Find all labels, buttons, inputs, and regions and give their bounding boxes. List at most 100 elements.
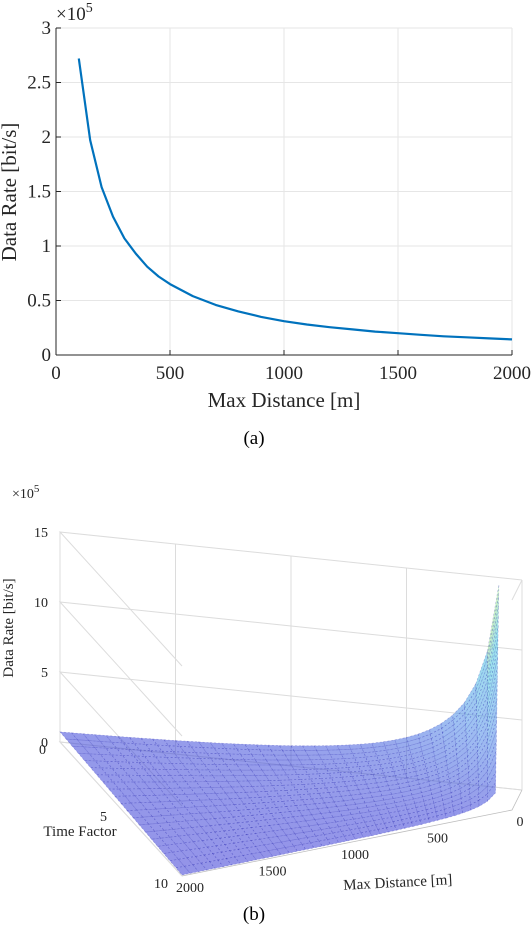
surface-patch <box>144 794 162 803</box>
surface-patch <box>486 740 497 772</box>
surface-patch <box>231 786 247 794</box>
surface-patch <box>459 777 470 790</box>
surface-patch <box>142 816 159 825</box>
surface-patch <box>155 808 173 817</box>
surface-patch <box>282 800 297 807</box>
surface-patch <box>416 809 428 817</box>
surface-patch <box>459 782 470 794</box>
surface-patch <box>377 758 392 765</box>
surface-patch <box>326 837 340 845</box>
surface-patch <box>229 848 244 858</box>
surface-patch <box>278 795 294 802</box>
surface-patch <box>302 745 318 751</box>
x-tick-label-3d: 500 <box>427 832 448 847</box>
surface-patch <box>468 762 479 779</box>
surface-patch <box>486 761 497 788</box>
surface-patch <box>255 844 270 853</box>
surface-patch <box>180 849 197 859</box>
surface-patch <box>282 784 297 791</box>
surface-patch <box>465 707 477 731</box>
surface-patch <box>384 743 398 751</box>
surface-patch <box>121 755 140 763</box>
surface-patch <box>190 812 206 821</box>
surface-patch <box>264 818 280 826</box>
surface-patch <box>285 805 300 812</box>
surface-patch <box>279 811 294 819</box>
surface-patch <box>486 730 497 764</box>
surface-patch <box>386 747 400 755</box>
surface-patch <box>416 772 429 781</box>
surface-patch <box>88 753 107 762</box>
surface-patch <box>384 775 398 782</box>
surface-patch <box>476 711 488 740</box>
surface-patch <box>355 821 368 829</box>
surface-patch <box>110 754 129 763</box>
surface-patch <box>133 743 152 751</box>
surface-patch <box>94 760 113 769</box>
surface-patch <box>444 810 455 819</box>
surface-patch <box>274 817 289 825</box>
surface-patch <box>410 750 424 760</box>
surface-patch <box>373 745 387 753</box>
surface-patch <box>204 818 220 827</box>
surface-patch <box>254 759 271 766</box>
surface-patch <box>132 816 150 826</box>
surface-mesh <box>59 584 500 876</box>
surface-patch <box>486 647 499 704</box>
surface-patch <box>447 763 459 775</box>
surface-patch <box>408 742 422 751</box>
surface-patch <box>99 741 118 750</box>
surface-patch <box>259 796 274 804</box>
surface-patch <box>184 806 201 815</box>
surface-patch <box>486 626 499 689</box>
surface-patch <box>421 789 433 798</box>
x-tick-label-3d: 0 <box>517 815 524 830</box>
surface-patch <box>330 776 345 783</box>
surface-patch <box>457 755 469 770</box>
surface-patch <box>189 787 207 795</box>
surface-patch <box>215 792 231 800</box>
surface-patch <box>233 841 248 850</box>
surface-patch <box>435 760 448 770</box>
surface-patch <box>148 823 165 832</box>
surface-patch <box>324 801 338 808</box>
surface-patch <box>434 750 447 762</box>
surface-patch <box>449 778 460 789</box>
z-tick-label: 0 <box>41 736 48 751</box>
surface-patch <box>298 793 313 801</box>
surface-patch <box>486 720 497 757</box>
y-tick-label: 2 <box>42 127 52 148</box>
surface-patch <box>183 864 200 874</box>
surface-patch <box>100 767 119 776</box>
surface-patch <box>154 768 172 776</box>
surface-patch <box>458 766 469 780</box>
surface-patch <box>468 768 479 784</box>
surface-patch <box>296 820 310 828</box>
surface-patch <box>294 832 308 840</box>
surface-patch <box>251 814 267 822</box>
surface-patch <box>263 843 278 852</box>
y-tick-label: 0 <box>42 345 52 366</box>
surface-patch <box>82 746 102 755</box>
surface-patch <box>467 744 478 763</box>
surface-patch <box>174 794 191 802</box>
surface-patch <box>364 820 377 828</box>
surface-patch <box>199 812 216 820</box>
surface-patch <box>387 783 401 791</box>
surface-patch <box>201 839 217 848</box>
line-chart: 0 0.5 1 1.5 2 2.5 3 0 500 1000 1500 2000 ×105 Max … <box>0 1 531 449</box>
surface-patch <box>348 789 362 796</box>
surface-patch <box>435 808 446 817</box>
surface-patch <box>486 657 498 712</box>
surface-patch <box>76 739 96 748</box>
surface-patch <box>159 801 177 809</box>
surface-patch <box>390 760 404 768</box>
surface-patch <box>478 778 488 795</box>
surface-patch <box>402 762 415 770</box>
surface-patch <box>323 816 337 824</box>
surface-patch <box>374 749 389 757</box>
surface-patch <box>172 828 189 837</box>
surface-patch <box>149 788 166 796</box>
surface-patch <box>166 821 183 830</box>
surface-patch <box>429 782 441 791</box>
